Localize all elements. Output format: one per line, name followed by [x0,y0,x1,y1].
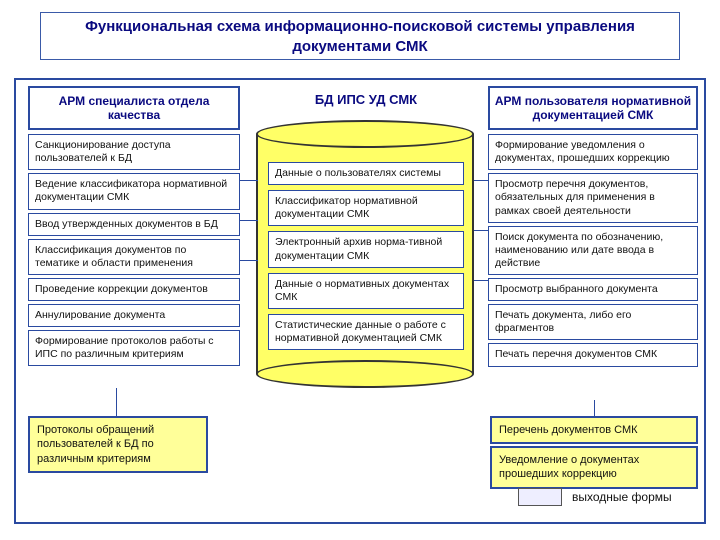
left-item: Проведение коррекции документов [28,278,240,301]
right-item: Поиск документа по обозначению, наименов… [488,226,698,275]
column-header-specialist: АРМ специалиста отдела качества [28,86,240,130]
column-header-db: БД ИПС УД СМК [276,92,456,107]
column-header-user: АРМ пользователя нормативной документаци… [488,86,698,130]
output-forms-label: выходные формы [572,490,672,504]
output-perechen: Перечень документов СМК [490,416,698,444]
right-item: Формирование уведомления о документах, п… [488,134,698,170]
output-uvedoml: Уведомление о документах прошедших корре… [490,446,698,489]
output-protocols: Протоколы обращений пользователей к БД п… [28,416,208,473]
left-item: Ведение классификатора нормативной докум… [28,173,240,209]
left-item: Формирование протоколов работы с ИПС по … [28,330,240,366]
right-item: Печать перечня документов СМК [488,343,698,366]
db-item: Данные о пользователях системы [268,162,464,185]
column-left: АРМ специалиста отдела качества Санкцион… [28,86,240,369]
diagram-frame: БД ИПС УД СМК АРМ специалиста отдела кач… [14,78,706,524]
db-item: Электронный архив норма-тивной документа… [268,231,464,267]
db-item: Данные о нормативных документах СМК [268,273,464,309]
column-right: АРМ пользователя нормативной документаци… [488,86,698,370]
db-item: Статистические данные о работе с нормати… [268,314,464,350]
right-item: Просмотр перечня документов, обязательны… [488,173,698,222]
left-item: Санкционирование доступа пользователей к… [28,134,240,170]
output-forms-icon [518,488,562,506]
left-item: Аннулирование документа [28,304,240,327]
right-item: Печать документа, либо его фрагментов [488,304,698,340]
left-item: Классификация документов по тематике и о… [28,239,240,275]
diagram-title: Функциональная схема информационно-поиск… [40,12,680,60]
right-item: Просмотр выбранного документа [488,278,698,301]
db-item: Классификатор нормативной документации С… [268,190,464,226]
left-item: Ввод утвержденных документов в БД [28,213,240,236]
column-middle-items: Данные о пользователях системы Классифик… [268,162,464,355]
